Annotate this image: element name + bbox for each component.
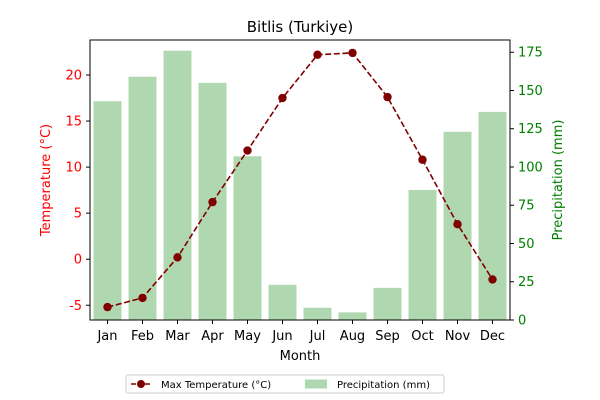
x-tick-label: Jan [96, 329, 117, 344]
y-left-tick-label: 0 [74, 253, 82, 268]
y-right-tick-label: 125 [518, 122, 543, 137]
temperature-point-sep [383, 92, 392, 102]
x-tick-label: Dec [480, 329, 505, 344]
x-tick-label: Feb [131, 329, 154, 344]
temperature-point-apr [208, 197, 217, 207]
y-left-tick-label: 20 [65, 69, 82, 84]
y-axis-left-label: Temperature (°C) [39, 124, 54, 237]
legend-box [125, 374, 445, 394]
x-tick-label: Sep [375, 329, 400, 344]
temperature-point-feb [138, 293, 147, 303]
temperature-point-jan [103, 302, 112, 312]
precipitation-bar-dec [478, 111, 507, 320]
y-right-tick-label: 150 [518, 84, 543, 99]
axes: -5 0 5 10 15 20 0 25 50 75 100 125 150 175 Jan Feb Mar Ap… [65, 39, 543, 344]
x-tick-label: Jul [309, 329, 326, 344]
y-left-tick-label: -5 [69, 299, 82, 314]
y-right-tick-label: 50 [518, 237, 535, 252]
temperature-point-mar [173, 253, 182, 262]
legend-label-temperature: Max Temperature (°C) [161, 380, 271, 391]
precipitation-bar-jan [93, 101, 122, 321]
precipitation-bar-jun [268, 284, 297, 320]
precipitation-bar-mar [163, 50, 192, 320]
temperature-line-path [107, 52, 494, 308]
legend-marker-swatch [137, 380, 145, 388]
x-tick-label: Jun [271, 329, 292, 344]
temperature-point-may [243, 146, 252, 155]
x-tick-label: May [234, 329, 261, 344]
y-left-tick-label: 10 [65, 161, 82, 176]
precipitation-bar-aug [338, 312, 367, 320]
y-left-tick-label: 15 [65, 115, 82, 130]
x-tick-label: Aug [340, 329, 365, 344]
temperature-line [103, 48, 497, 312]
legend: Max Temperature (°C) Precipitation (mm) [125, 374, 445, 394]
y-right-tick-label: 175 [518, 46, 543, 61]
legend-bar-swatch [305, 379, 327, 389]
y-left-tick-label: 5 [74, 207, 82, 222]
legend-label-precipitation: Precipitation (mm) [337, 380, 430, 391]
y-right-tick-label: 75 [518, 199, 535, 214]
temperature-point-nov [453, 220, 462, 229]
temperature-point-jun [278, 93, 287, 103]
y-axis-right-label: Precipitation (mm) [551, 120, 566, 241]
precipitation-bar-may [233, 156, 262, 320]
x-tick-label: Apr [201, 329, 224, 344]
precipitation-bars [93, 50, 507, 321]
precipitation-bar-oct [408, 189, 437, 320]
precipitation-bar-jul [303, 307, 332, 320]
temperature-point-oct [418, 155, 427, 164]
precipitation-bar-sep [373, 287, 402, 320]
temperature-point-aug [348, 48, 357, 58]
y-right-tick-label: 100 [518, 160, 543, 175]
chart-title: Bitlis (Turkiye) [247, 18, 353, 36]
plot-frame [89, 39, 511, 321]
temperature-point-dec [488, 275, 497, 284]
x-tick-label: Mar [165, 329, 190, 344]
y-right-tick-label: 0 [518, 314, 526, 329]
x-tick-label: Oct [411, 329, 433, 344]
precipitation-bar-feb [128, 76, 157, 320]
x-axis-label: Month [280, 349, 321, 364]
temperature-point-jul [313, 50, 322, 59]
x-tick-label: Nov [445, 329, 471, 344]
y-right-tick-label: 25 [518, 275, 535, 290]
